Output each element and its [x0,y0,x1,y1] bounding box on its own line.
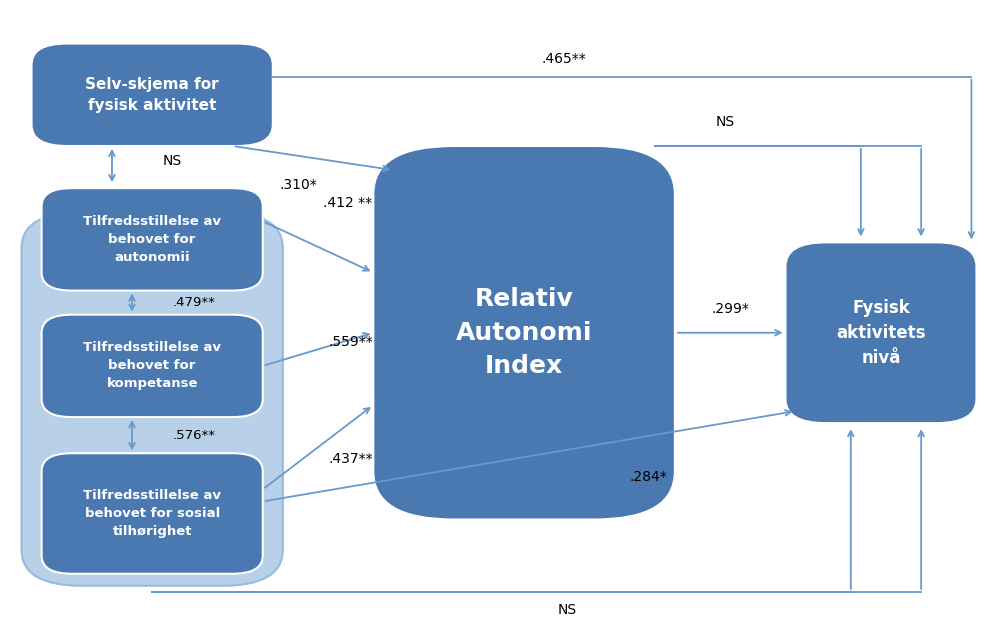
FancyBboxPatch shape [41,453,263,574]
Text: .479**: .479** [172,296,215,309]
FancyBboxPatch shape [373,146,675,520]
Text: .437**: .437** [328,452,373,466]
FancyBboxPatch shape [31,44,273,146]
Text: Tilfredsstillelse av
behovet for sosial
tilhørighet: Tilfredsstillelse av behovet for sosial … [84,489,221,538]
Text: Fysisk
aktivitets
nivå: Fysisk aktivitets nivå [837,299,925,366]
Text: .576**: .576** [172,429,216,442]
FancyBboxPatch shape [41,315,263,417]
Text: NS: NS [162,154,181,168]
Text: .412 **: .412 ** [323,196,372,210]
FancyBboxPatch shape [41,188,263,291]
Text: .284*: .284* [630,470,667,484]
Text: Tilfredsstillelse av
behovet for
autonomii: Tilfredsstillelse av behovet for autonom… [84,215,221,264]
Text: .559**: .559** [328,335,373,349]
FancyBboxPatch shape [21,212,283,586]
FancyBboxPatch shape [785,242,977,423]
Text: Tilfredsstillelse av
behovet for
kompetanse: Tilfredsstillelse av behovet for kompeta… [84,341,221,391]
Text: .465**: .465** [542,52,587,65]
Text: Selv-skjema for
fysisk aktivitet: Selv-skjema for fysisk aktivitet [86,77,219,113]
Text: NS: NS [716,115,735,129]
Text: .310*: .310* [279,178,317,192]
Text: NS: NS [557,603,577,617]
Text: .299*: .299* [712,302,749,316]
Text: Relativ
Autonomi
Index: Relativ Autonomi Index [456,288,593,378]
